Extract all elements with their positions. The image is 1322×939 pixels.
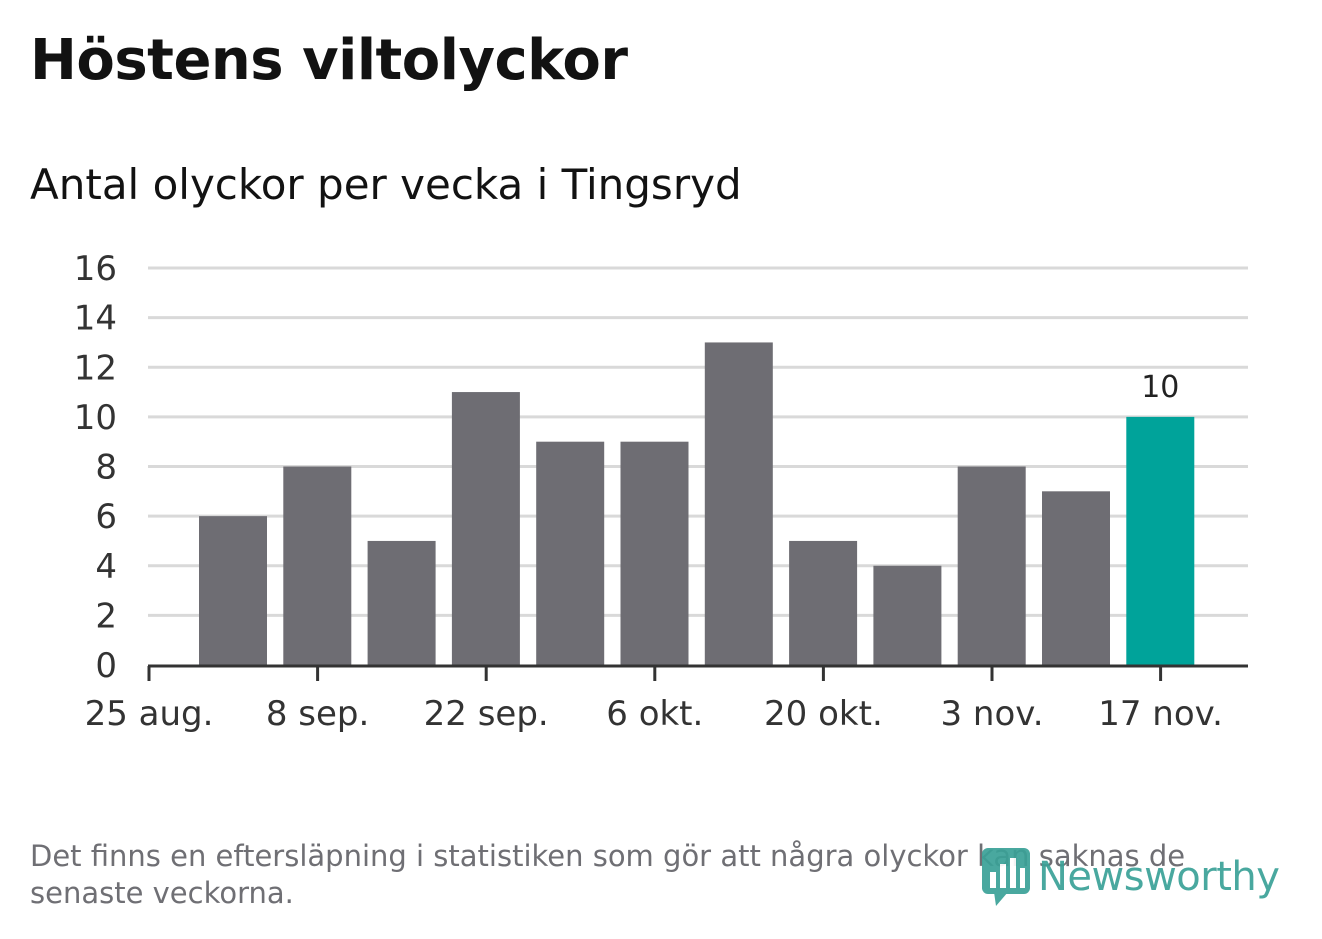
bar-chart: 0 2 4 6 8 10 12 14 16 25 aug. 8 sep. 22 sep. 6 okt.… (74, 249, 1248, 734)
bar (536, 441, 605, 665)
y-tick-label: 14 (74, 299, 117, 339)
bar (873, 565, 942, 665)
grid-lines (148, 266, 1248, 617)
bar (789, 540, 858, 665)
newsworthy-logo: Newsworthy (980, 846, 1280, 908)
x-tick-label: 25 aug. (85, 694, 214, 734)
y-tick-label: 6 (95, 497, 117, 537)
data-labels: 10 (1141, 370, 1179, 405)
newsworthy-logo-text: Newsworthy (1038, 854, 1280, 900)
bar-highlight (1126, 416, 1195, 665)
bar (199, 516, 267, 665)
bar (367, 540, 436, 665)
newsworthy-logo-icon (982, 848, 1030, 906)
bar (620, 441, 689, 665)
x-axis-tick-labels: 25 aug. 8 sep. 22 sep. 6 okt. 20 okt. 3 nov. 1… (85, 694, 1223, 734)
chart-title: Höstens viltolyckor (30, 28, 628, 93)
x-tick-label: 8 sep. (266, 694, 369, 734)
data-label: 10 (1141, 370, 1179, 405)
x-tick-label: 17 nov. (1098, 694, 1223, 734)
y-axis-tick-labels: 0 2 4 6 8 10 12 14 16 (74, 249, 117, 686)
y-tick-label: 8 (95, 448, 117, 488)
bars (199, 342, 1195, 665)
x-tick-label: 22 sep. (424, 694, 549, 734)
bar (451, 392, 520, 665)
bar (283, 466, 352, 665)
y-tick-label: 16 (74, 249, 117, 289)
bar (704, 342, 773, 665)
y-tick-label: 10 (74, 398, 117, 438)
x-tick-label: 6 okt. (606, 694, 703, 734)
x-tick-label: 3 nov. (940, 694, 1043, 734)
x-axis (147, 664, 1248, 681)
y-tick-label: 2 (95, 596, 117, 636)
bar (957, 466, 1026, 665)
y-tick-label: 4 (95, 547, 117, 587)
x-tick-label: 20 okt. (764, 694, 883, 734)
bar (1042, 491, 1110, 665)
y-tick-label: 0 (95, 646, 117, 686)
chart-subtitle: Antal olyckor per vecka i Tingsryd (30, 160, 742, 209)
y-tick-label: 12 (74, 348, 117, 388)
